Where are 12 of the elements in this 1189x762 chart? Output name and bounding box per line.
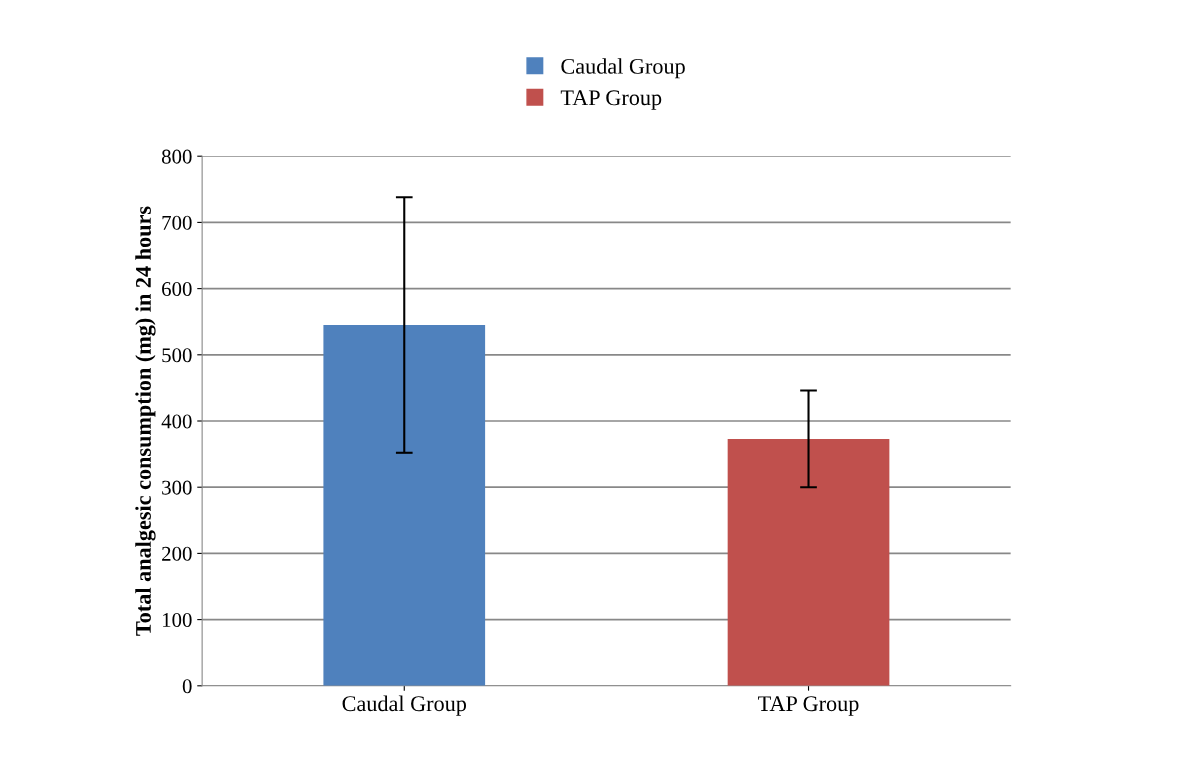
y-tick-label: 0 <box>182 679 192 694</box>
y-tick-label: 800 <box>161 149 192 164</box>
y-tick-label: 700 <box>162 215 192 230</box>
legend-label: Caudal Group <box>561 58 685 79</box>
y-tick-label: 600 <box>162 281 192 297</box>
legend-label: TAP Group <box>560 90 662 110</box>
y-tick-label: 100 <box>162 612 192 628</box>
y-axis-title: Total analgesic consumption (mg) in 24 hours <box>135 206 156 636</box>
y-tick-label: 300 <box>162 480 192 495</box>
y-tick-label: 500 <box>162 348 192 363</box>
y-tick-label: 200 <box>162 546 192 561</box>
y-tick-label: 400 <box>161 414 192 429</box>
